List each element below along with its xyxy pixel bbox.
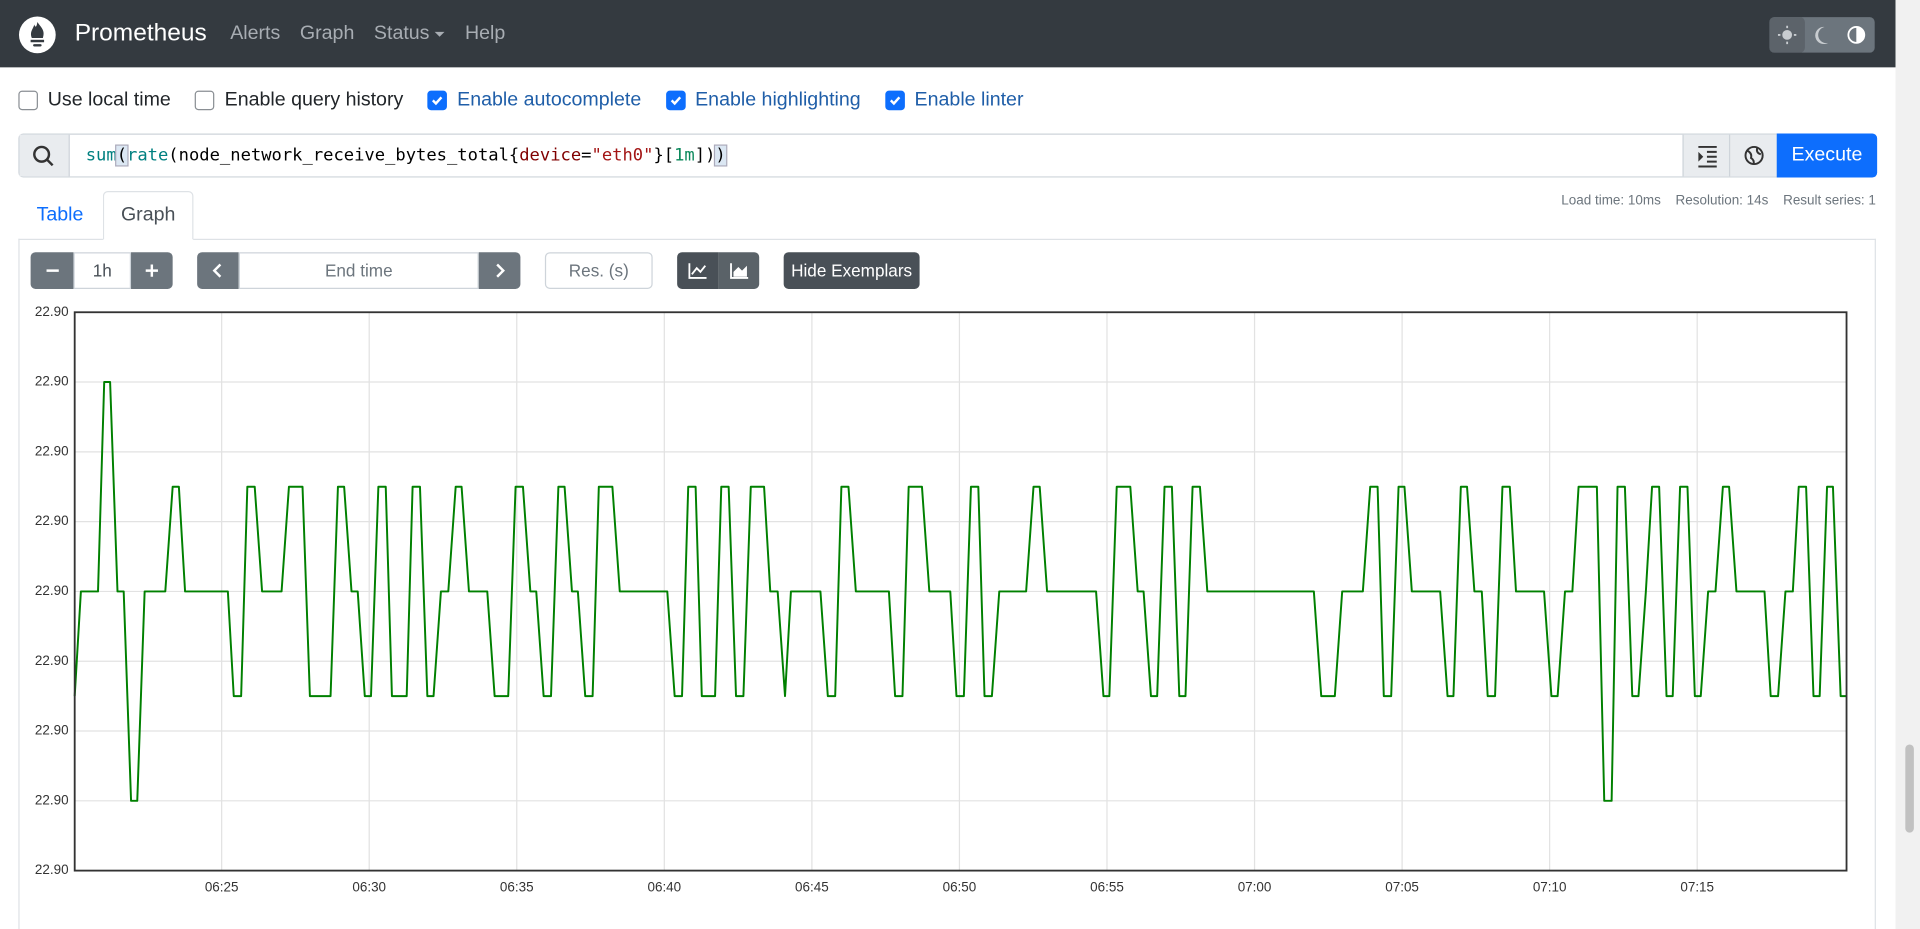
token: ( <box>115 144 129 167</box>
metrics-explorer-button[interactable] <box>1728 134 1778 177</box>
option[interactable]: Enable highlighting <box>665 88 861 112</box>
token: = <box>581 145 592 166</box>
exemplars-button[interactable]: Hide Exemplars <box>783 252 920 289</box>
stacked-button[interactable] <box>718 252 760 289</box>
option[interactable]: Use local time <box>18 88 171 112</box>
checkbox[interactable] <box>195 90 215 111</box>
navbar: Prometheus Alerts Graph Status Help <box>0 0 1896 68</box>
checkmark <box>889 96 901 106</box>
brand[interactable]: Prometheus <box>74 19 207 47</box>
range-increase[interactable] <box>131 252 173 289</box>
option-label: Enable linter <box>914 89 1024 111</box>
token: 1m <box>674 145 695 166</box>
checkmark <box>432 96 443 106</box>
tab[interactable]: Table <box>36 203 84 225</box>
expression-input[interactable]: sum(rate(node_network_receive_bytes_tota… <box>85 144 728 167</box>
token: ) <box>705 145 716 166</box>
option-label: Enable query history <box>224 89 404 111</box>
nav-link: Status <box>373 23 430 45</box>
nav-links: Alerts Graph Status Help <box>230 23 505 45</box>
option-label: Enable highlighting <box>695 89 861 111</box>
tab[interactable]: Graph <box>102 191 194 241</box>
nav-link[interactable]: Alerts <box>230 23 281 45</box>
end-time-back[interactable] <box>197 252 239 289</box>
token: sum <box>85 145 117 166</box>
checkmark <box>670 96 681 106</box>
option[interactable]: Enable query history <box>195 88 403 112</box>
end-time-forward[interactable] <box>478 252 521 289</box>
caret <box>434 31 445 37</box>
checkbox[interactable] <box>665 90 686 111</box>
token: "eth0" <box>591 145 654 166</box>
token: ( <box>168 145 179 166</box>
tab-line <box>18 238 1876 241</box>
token: { <box>508 145 520 166</box>
format-button[interactable] <box>1682 134 1731 177</box>
unstacked-button[interactable] <box>677 252 719 289</box>
options: Use local time Enable query history Enable… <box>18 88 1023 112</box>
query-bar: sum(rate(node_network_receive_bytes_tota… <box>18 133 1878 178</box>
stat: Result series: 1 <box>1783 193 1876 209</box>
nav-dropdown[interactable]: Status <box>374 23 445 45</box>
checkbox[interactable] <box>18 90 38 111</box>
scrollbar-thumb[interactable] <box>1905 744 1914 833</box>
range-decrease[interactable] <box>30 252 74 289</box>
option[interactable]: Enable linter <box>885 88 1023 112</box>
logo <box>18 16 56 54</box>
option-label: Use local time <box>47 89 171 111</box>
theme-toggle <box>1769 17 1875 53</box>
checkbox[interactable] <box>427 90 448 111</box>
token: ) <box>714 144 728 167</box>
nav-link[interactable]: Graph <box>299 23 355 45</box>
range-input[interactable]: 1h <box>73 252 132 289</box>
theme-dark[interactable] <box>1815 26 1829 45</box>
token: device <box>519 145 582 166</box>
token: [ <box>663 145 675 166</box>
graph-panel <box>18 238 1876 929</box>
stat: Load time: 10ms <box>1561 193 1661 209</box>
theme-icons <box>1769 17 1866 53</box>
option[interactable]: Enable autocomplete <box>427 88 642 112</box>
execute-button[interactable]: Execute <box>1776 133 1878 178</box>
token: node_network_receive_bytes_total <box>178 145 509 166</box>
option-label: Enable autocomplete <box>457 89 642 111</box>
query-stats: Load time: 10ms Resolution: 14s Result s… <box>1561 193 1876 208</box>
stat: Resolution: 14s <box>1675 193 1769 209</box>
resolution-input[interactable]: Res. (s) <box>544 252 653 289</box>
token: ] <box>694 145 706 166</box>
checkbox[interactable] <box>885 90 905 111</box>
token: } <box>653 145 664 166</box>
token: rate <box>127 145 169 166</box>
search-icon <box>19 134 70 177</box>
end-time-input[interactable]: End time <box>238 252 479 289</box>
nav-link[interactable]: Help <box>464 23 506 45</box>
